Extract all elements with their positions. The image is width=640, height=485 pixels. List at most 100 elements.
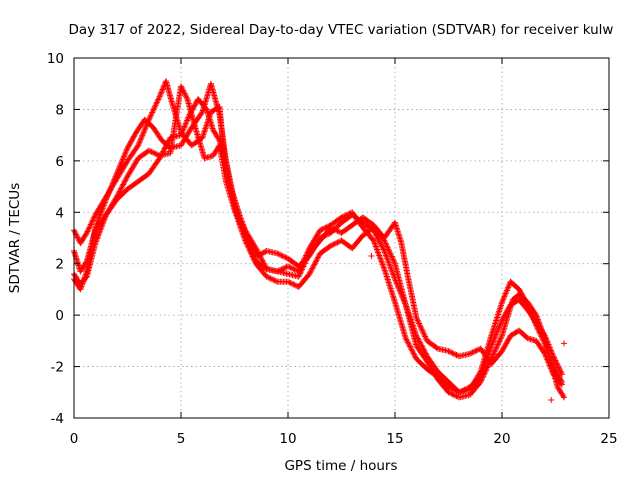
data-point-marker (112, 173, 119, 180)
data-point-marker (279, 265, 286, 272)
data-point-marker (275, 267, 282, 274)
data-point-marker (137, 136, 144, 143)
data-point-marker (231, 204, 238, 211)
data-point-marker (406, 343, 413, 350)
data-point-marker (155, 95, 162, 102)
data-point-marker (121, 152, 128, 159)
data-point-marker (497, 320, 504, 327)
data-point-marker (533, 312, 540, 319)
data-point-marker (268, 276, 275, 283)
data-point-marker (297, 264, 304, 271)
data-point-marker (516, 286, 523, 293)
data-point-marker (285, 278, 291, 285)
data-point-marker (278, 252, 285, 259)
data-point-marker (178, 130, 185, 137)
data-point-marker (245, 239, 252, 246)
data-point-marker (543, 335, 550, 342)
data-point-marker (469, 349, 476, 356)
data-point-marker (291, 281, 298, 288)
data-point-marker (387, 264, 394, 271)
data-point-marker (421, 332, 428, 339)
data-point-marker (233, 210, 240, 217)
data-point-marker (390, 257, 397, 264)
data-point-marker (558, 371, 565, 378)
data-point-marker (251, 255, 258, 262)
data-point-marker (490, 337, 497, 344)
data-point-marker (91, 214, 98, 221)
data-point-marker (187, 110, 194, 117)
data-point-marker (299, 261, 306, 268)
data-point-marker (483, 356, 490, 363)
data-point-marker (125, 142, 132, 149)
data-point-marker (491, 334, 498, 341)
data-point-marker (420, 330, 427, 337)
data-point-marker (301, 256, 308, 263)
data-point-marker (179, 86, 186, 93)
data-point-marker (383, 243, 390, 250)
data-point-marker (237, 220, 244, 227)
data-point-marker (555, 364, 562, 371)
data-point-marker (150, 106, 157, 113)
data-point-marker (286, 279, 293, 286)
data-point-marker (147, 148, 154, 155)
data-point-marker (504, 307, 511, 313)
data-point-marker (106, 189, 113, 196)
data-point-marker (499, 348, 505, 355)
data-point-marker (479, 367, 486, 374)
data-point-marker (309, 264, 316, 271)
data-point-marker (201, 128, 208, 135)
data-point-marker (543, 337, 550, 344)
data-point-marker (106, 187, 113, 194)
data-point-marker (497, 335, 504, 342)
data-point-marker (157, 92, 164, 99)
data-point-marker (242, 232, 249, 239)
data-point-marker (185, 113, 192, 120)
data-point-marker (329, 242, 336, 249)
data-point-marker (498, 334, 505, 341)
data-point-marker (153, 99, 160, 106)
data-point-marker (139, 132, 146, 139)
data-point-marker (84, 228, 91, 235)
data-point-marker (158, 151, 165, 158)
data-point-marker (408, 346, 415, 353)
data-point-marker (122, 149, 129, 156)
data-point-marker (375, 249, 382, 256)
data-point-marker (118, 159, 125, 166)
data-point-marker (417, 340, 424, 347)
data-point-marker (301, 255, 308, 262)
data-point-marker (371, 239, 378, 246)
data-point-marker (235, 214, 242, 221)
data-point-marker (103, 195, 110, 201)
y-tick-label: 10 (47, 51, 64, 67)
data-point-marker (499, 317, 505, 324)
x-tick-label: 10 (279, 431, 296, 447)
x-axis-label: GPS time / hours (284, 458, 397, 474)
data-point-marker (279, 253, 286, 259)
data-point-marker (237, 219, 244, 226)
chart-title: Day 317 of 2022, Sidereal Day-to-day VTE… (69, 22, 614, 38)
data-point-marker (85, 225, 92, 232)
data-point-marker (74, 234, 81, 241)
data-point-marker (99, 206, 106, 213)
data-point-marker (404, 338, 411, 345)
data-point-marker (552, 358, 559, 365)
data-point-marker (554, 362, 561, 369)
data-point-marker (379, 259, 386, 266)
data-point-marker (232, 207, 239, 214)
data-point-marker (180, 87, 187, 94)
data-point-marker (380, 262, 387, 269)
data-point-marker (242, 233, 249, 240)
data-points (71, 78, 568, 403)
data-point-marker (404, 339, 411, 346)
data-point-marker (545, 359, 552, 366)
data-point-marker (276, 251, 283, 258)
data-point-marker (546, 344, 553, 351)
data-point-marker (116, 163, 123, 170)
data-point-marker (372, 242, 379, 249)
data-point-marker (558, 381, 565, 388)
data-point-marker (118, 185, 125, 192)
data-point-marker (153, 100, 160, 107)
data-point-marker (241, 229, 248, 236)
data-point-marker (180, 126, 187, 133)
data-point-marker (541, 350, 548, 357)
